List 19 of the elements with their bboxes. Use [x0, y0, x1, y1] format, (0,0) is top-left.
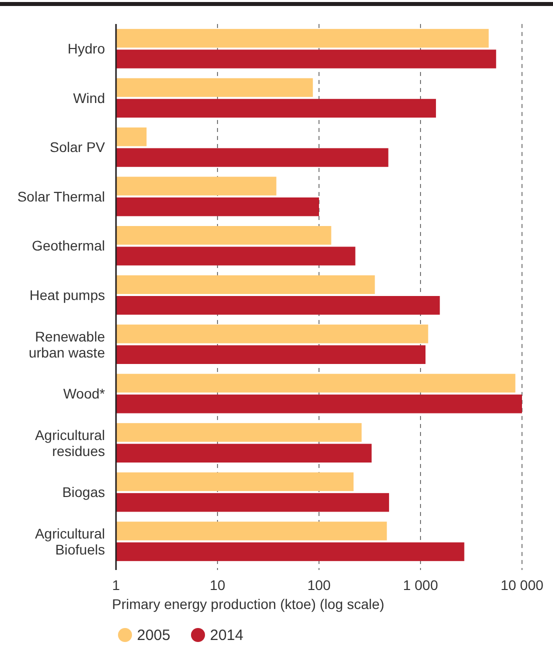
y-tick-label: Geothermal [32, 238, 105, 254]
y-tick-label: Agricultural Biofuels [34, 525, 105, 558]
y-tick-label: Hydro [68, 40, 106, 57]
y-tick-label: Wood* [63, 386, 106, 402]
x-tick-label: 10 [210, 577, 226, 593]
x-tick-label: 1 000 [402, 577, 438, 593]
y-tick-label: Solar PV [50, 139, 106, 156]
legend-label: 2005 [137, 627, 170, 644]
y-tick-label: Heat pumps [30, 287, 105, 303]
x-axis-title: Primary energy production (ktoe) (log scale) [112, 596, 384, 612]
y-tick-label: Solar Thermal [17, 188, 105, 204]
y-tick-label: Renewable urban waste [28, 328, 106, 360]
x-tick-label: 100 [307, 577, 331, 593]
legend-label: 2014 [210, 627, 244, 644]
x-tick-label: 10 000 [500, 577, 544, 593]
y-tick-label: Wind [73, 90, 105, 106]
x-tick-label: 1 [112, 577, 120, 593]
y-tick-label: Agricultural residues [34, 426, 105, 459]
y-tick-label: Biogas [62, 484, 105, 500]
